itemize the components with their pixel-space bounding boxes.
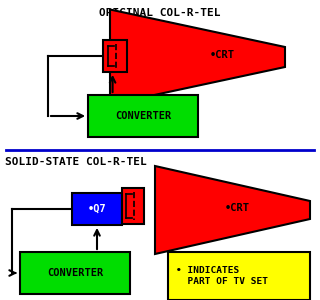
Bar [103, 40, 127, 72]
Polygon shape [110, 10, 285, 104]
Polygon shape [155, 166, 310, 254]
Bar [20, 252, 130, 294]
Text: ORIGINAL COL-R-TEL: ORIGINAL COL-R-TEL [99, 8, 221, 18]
Text: •CRT: •CRT [210, 50, 235, 60]
Text: • INDICATES
  PART OF TV SET: • INDICATES PART OF TV SET [176, 266, 268, 286]
Text: CONVERTER: CONVERTER [47, 268, 103, 278]
Bar [88, 95, 198, 137]
Text: •CRT: •CRT [225, 203, 250, 213]
Text: CONVERTER: CONVERTER [115, 111, 171, 121]
Bar [122, 188, 144, 224]
Bar [168, 252, 310, 300]
Bar [72, 193, 122, 225]
Text: •Q7: •Q7 [88, 204, 106, 214]
Text: SOLID-STATE COL-R-TEL: SOLID-STATE COL-R-TEL [5, 157, 147, 167]
